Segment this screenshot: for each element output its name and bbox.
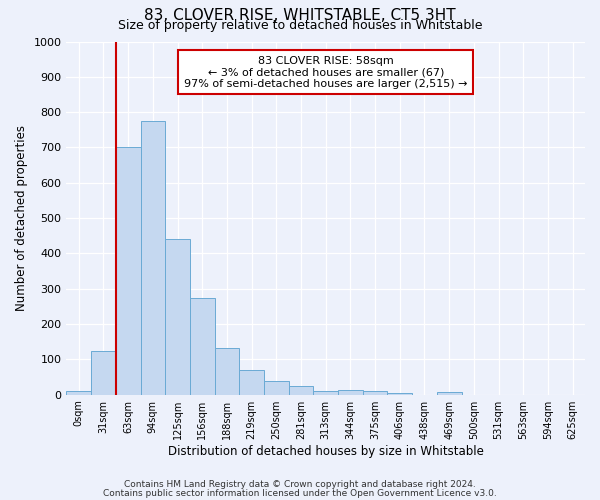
Text: Contains HM Land Registry data © Crown copyright and database right 2024.: Contains HM Land Registry data © Crown c…	[124, 480, 476, 489]
Bar	[289, 386, 313, 394]
Text: 83, CLOVER RISE, WHITSTABLE, CT5 3HT: 83, CLOVER RISE, WHITSTABLE, CT5 3HT	[144, 8, 456, 22]
Bar	[239, 370, 264, 394]
Bar	[116, 148, 140, 394]
Text: Size of property relative to detached houses in Whitstable: Size of property relative to detached ho…	[118, 18, 482, 32]
Text: Contains public sector information licensed under the Open Government Licence v3: Contains public sector information licen…	[103, 488, 497, 498]
Bar	[313, 391, 338, 394]
Y-axis label: Number of detached properties: Number of detached properties	[15, 125, 28, 311]
Bar	[190, 298, 215, 394]
Bar	[165, 240, 190, 394]
Bar	[437, 392, 461, 394]
Bar	[264, 382, 289, 394]
Bar	[91, 350, 116, 395]
Bar	[140, 121, 165, 394]
Bar	[338, 390, 363, 394]
Text: 83 CLOVER RISE: 58sqm
← 3% of detached houses are smaller (67)
97% of semi-detac: 83 CLOVER RISE: 58sqm ← 3% of detached h…	[184, 56, 467, 89]
Bar	[215, 348, 239, 395]
Bar	[67, 391, 91, 394]
X-axis label: Distribution of detached houses by size in Whitstable: Distribution of detached houses by size …	[168, 444, 484, 458]
Bar	[363, 391, 388, 394]
